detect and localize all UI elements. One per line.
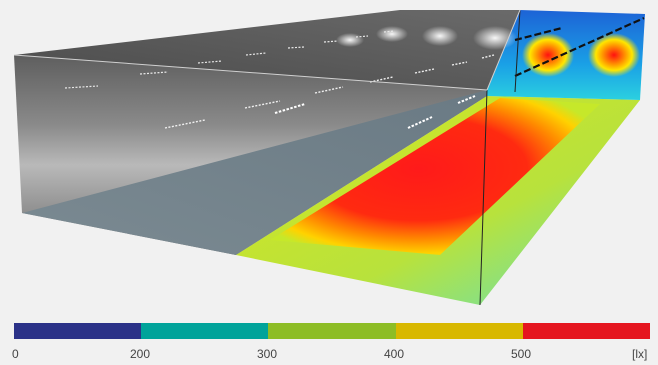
- legend-segment: [268, 323, 396, 339]
- ceiling-glow: [422, 26, 458, 46]
- legend-tick-label: 0: [12, 347, 19, 361]
- room-edges: [479, 9, 521, 306]
- legend-segment: [395, 323, 523, 339]
- legend-unit-label: [lx]: [632, 347, 648, 361]
- legend-tick-label: 200: [130, 347, 151, 361]
- legend-tick-label: 400: [384, 347, 405, 361]
- floor-grey-region: [22, 90, 487, 255]
- luminaire-row-back: [514, 16, 645, 78]
- legend-tick-label: 300: [257, 347, 278, 361]
- illuminance-3d-render: [13, 9, 645, 306]
- luminaire-row-lower: [274, 95, 476, 129]
- legend-tick-label: 500: [511, 347, 532, 361]
- back-wall-spot-right: [588, 33, 640, 77]
- legend-segment: [141, 323, 269, 339]
- ceiling-edge: [13, 54, 488, 91]
- ceiling-glow: [473, 26, 517, 50]
- ceiling-glow: [336, 33, 364, 47]
- legend-color-scale: [14, 323, 651, 339]
- luminaire-row-upper: [64, 30, 395, 89]
- legend-segment: [522, 323, 651, 339]
- ceiling-edge: [486, 9, 521, 91]
- floor-hotspot: [270, 98, 600, 255]
- ceiling-glow: [376, 26, 408, 42]
- legend-segment: [14, 323, 142, 339]
